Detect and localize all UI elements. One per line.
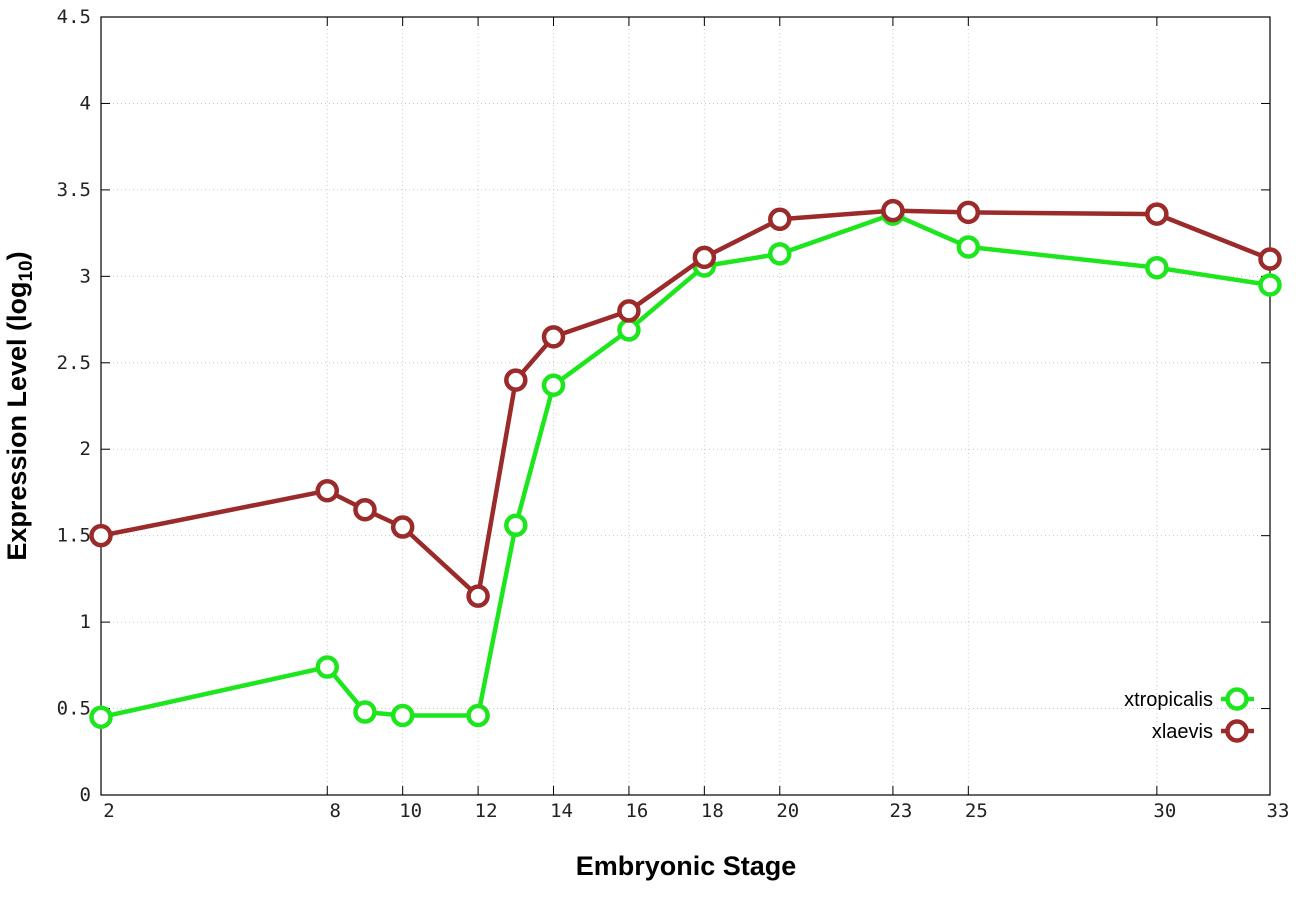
- data-point-xlaevis: [1258, 247, 1282, 271]
- y-tick-label: 0.5: [57, 698, 91, 720]
- legend-marker-swatch: [1225, 719, 1249, 743]
- y-tick-label: 4: [80, 92, 91, 114]
- y-tick-label: 0: [80, 784, 91, 806]
- data-point-xlaevis: [768, 207, 792, 232]
- series-xtropicalis: [89, 202, 1282, 729]
- data-point-xlaevis: [390, 515, 415, 539]
- y-tick-label: 3.5: [57, 179, 91, 201]
- data-point-xlaevis: [617, 299, 641, 323]
- legend-item-xlaevis: xlaevis: [1152, 719, 1254, 743]
- data-point-xtropicalis: [315, 655, 340, 679]
- data-point-xlaevis: [1145, 202, 1169, 226]
- grid: [101, 17, 1270, 795]
- data-point-xtropicalis: [541, 373, 566, 398]
- data-point-xlaevis: [353, 497, 377, 522]
- x-tick-label: 23: [889, 800, 912, 822]
- legend: xtropicalis xlaevis: [1124, 687, 1254, 743]
- y-tick-label: 3: [80, 265, 91, 287]
- legend-marker-swatch: [1225, 687, 1249, 711]
- x-tick-label: 2: [103, 800, 114, 822]
- data-point-xlaevis: [541, 325, 566, 349]
- x-tick-label: 25: [965, 800, 988, 822]
- x-tick-label: 30: [1153, 800, 1176, 822]
- data-point-xtropicalis: [353, 700, 377, 724]
- data-point-xlaevis: [956, 200, 981, 225]
- x-tick-label: 18: [701, 800, 724, 822]
- plot-frame: [100, 16, 1271, 796]
- y-tick-label: 4.5: [57, 6, 91, 28]
- x-tick-label: 14: [550, 800, 573, 822]
- legend-item-xtropicalis: xtropicalis: [1124, 687, 1254, 711]
- legend-label: xtropicalis: [1124, 689, 1213, 711]
- x-tick-label: 33: [1267, 800, 1290, 822]
- x-tick-label: 8: [330, 800, 341, 822]
- data-point-xtropicalis: [1145, 255, 1169, 280]
- y-axis-title: Expression Level (log10): [2, 251, 37, 560]
- axis-ticks: 0 0.5 1 1.5 2 2.5 3 3.5 4 4.5 2 8 10 12 14 16 18 20 23 25 30…: [57, 6, 1290, 822]
- y-tick-label: 1.5: [57, 525, 91, 547]
- data-point-xlaevis: [881, 198, 905, 223]
- series-xlaevis: [89, 198, 1282, 608]
- data-point-xlaevis: [692, 245, 717, 270]
- data-point-xtropicalis: [504, 513, 528, 538]
- data-point-xtropicalis: [89, 705, 113, 729]
- series-lines: [89, 198, 1282, 729]
- y-tick-label: 2: [80, 438, 91, 460]
- legend-label: xlaevis: [1152, 721, 1213, 743]
- x-tick-label: 12: [475, 800, 498, 822]
- x-tick-label: 10: [399, 800, 422, 822]
- data-point-xtropicalis: [768, 242, 792, 266]
- data-point-xlaevis: [315, 478, 340, 503]
- data-point-xtropicalis: [466, 703, 490, 728]
- data-point-xtropicalis: [1258, 273, 1282, 297]
- y-tick-label: 2.5: [57, 352, 91, 374]
- x-tick-label: 16: [625, 800, 648, 822]
- series-line-xtropicalis: [100, 211, 1271, 720]
- series-line-xlaevis: [100, 208, 1271, 599]
- data-point-xtropicalis: [956, 235, 981, 259]
- data-point-xtropicalis: [617, 318, 641, 342]
- x-tick-label: 20: [776, 800, 799, 822]
- y-tick-label: 1: [80, 611, 91, 633]
- data-point-xtropicalis: [390, 703, 415, 728]
- x-axis-title: Embryonic Stage: [576, 851, 797, 881]
- data-point-xlaevis: [504, 368, 528, 392]
- data-point-xlaevis: [89, 523, 113, 548]
- data-point-xlaevis: [466, 584, 490, 608]
